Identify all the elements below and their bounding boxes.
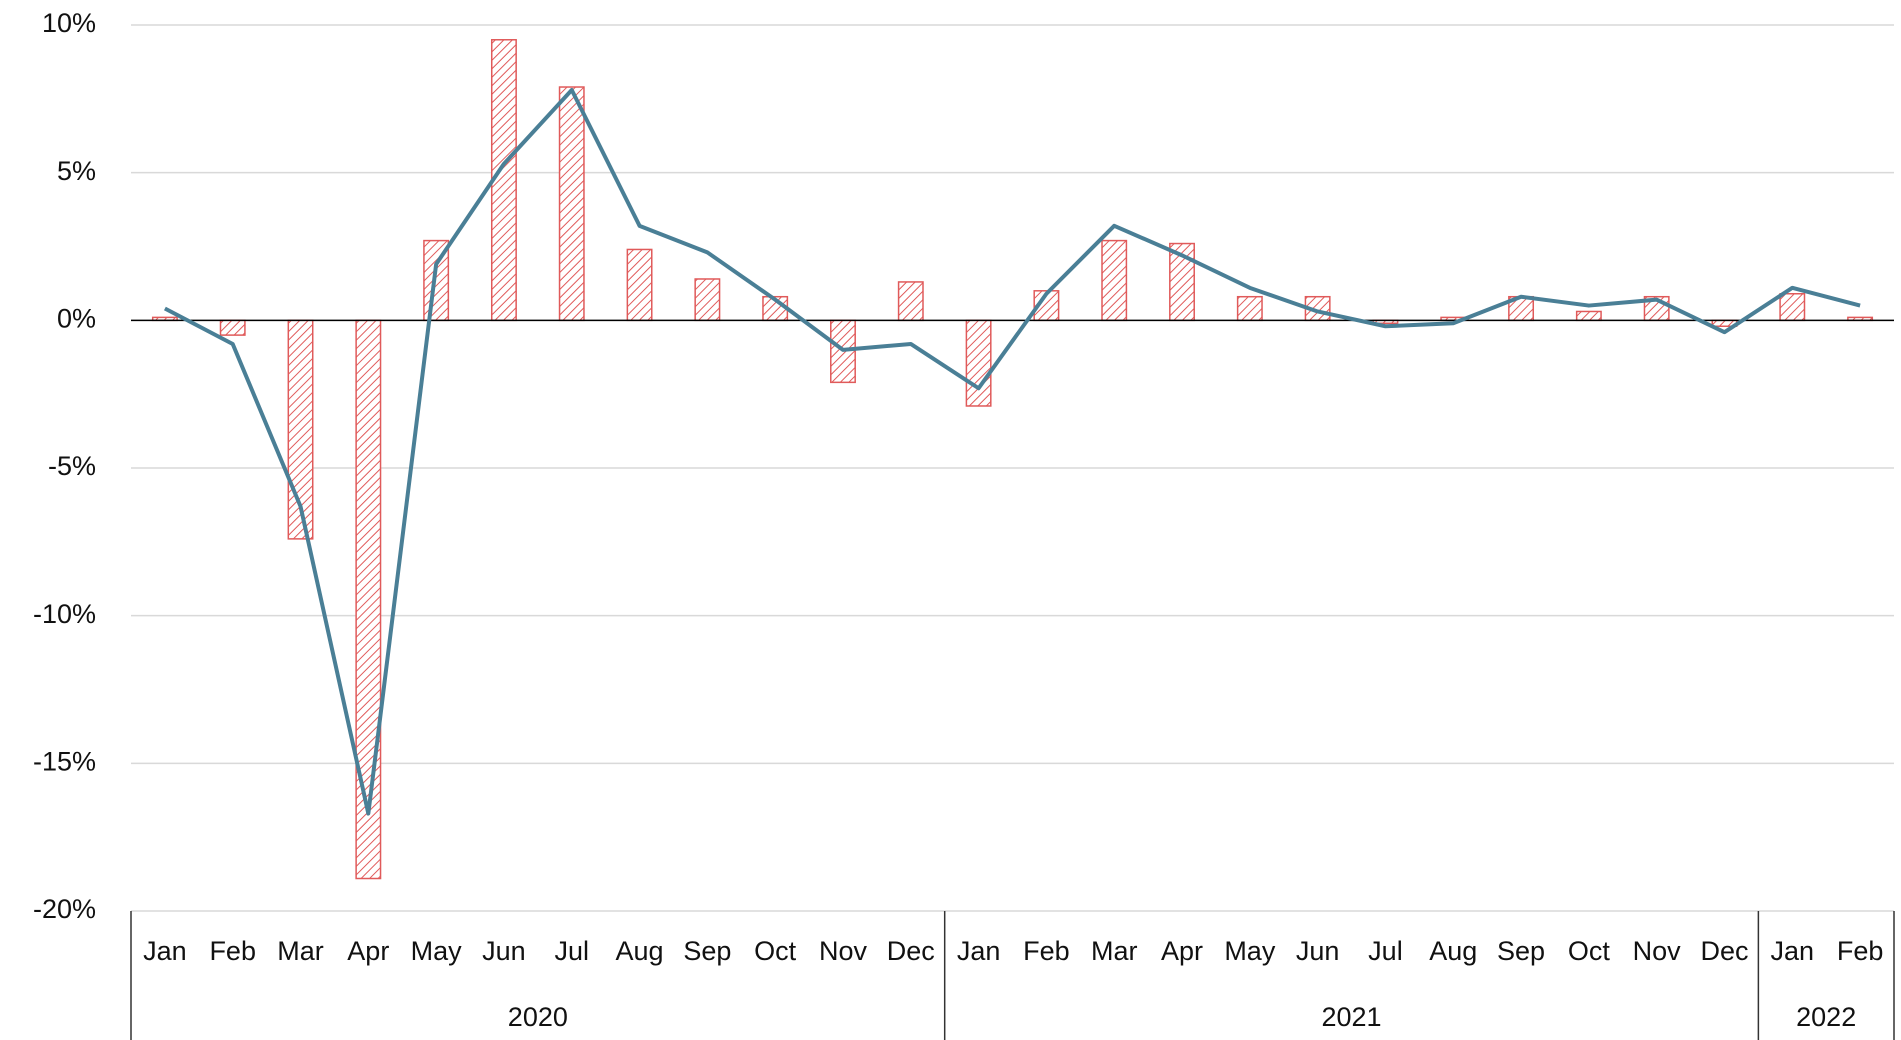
bar [1236,295,1263,322]
y-tick-label: 5% [57,156,96,186]
y-tick-label: 10% [42,8,96,38]
year-label: 2020 [508,1002,568,1032]
line [163,87,1861,816]
bar [1169,242,1195,322]
x-tick-label: Sep [1497,936,1545,966]
x-tick-label: Oct [754,936,797,966]
x-tick-label: Jan [143,936,187,966]
bar [355,319,382,880]
bar [897,281,924,322]
y-tick-label: -10% [33,599,96,629]
x-tick-label: Feb [1023,936,1070,966]
x-tick-label: Nov [819,936,868,966]
bar [558,86,585,322]
bar [219,319,246,336]
bar [965,319,992,407]
x-tick-label: Dec [1700,936,1748,966]
x-tick-label: Jun [482,936,526,966]
x-tick-label: Oct [1568,936,1611,966]
x-tick-label: Jan [1771,936,1815,966]
year-label: 2021 [1321,1002,1381,1032]
x-tick-label: Mar [277,936,324,966]
bar [1779,293,1806,322]
bar [1575,310,1602,322]
x-tick-label: May [411,936,463,966]
x-tick-label: May [1224,936,1276,966]
x-tick-label: Sep [683,936,731,966]
x-tick-label: Apr [347,936,389,966]
x-tick-label: Aug [1429,936,1477,966]
bar [694,278,721,322]
bar [490,39,517,322]
bar [1101,239,1128,322]
x-tick-label: Jul [554,936,589,966]
x-tick-label: Feb [209,936,256,966]
x-tick-label: Jul [1368,936,1403,966]
year-label: 2022 [1796,1002,1856,1032]
bar [626,248,653,322]
x-tick-label: Nov [1633,936,1682,966]
x-tick-label: Jan [957,936,1001,966]
x-tick-label: Dec [887,936,935,966]
x-tick-label: Apr [1161,936,1203,966]
y-tick-label: -15% [33,746,96,776]
y-tick-label: 0% [57,303,96,333]
x-tick-label: Jun [1296,936,1340,966]
y-tick-label: -5% [48,451,96,481]
x-tick-label: Mar [1091,936,1138,966]
x-tick-label: Feb [1837,936,1884,966]
y-tick-label: -20% [33,894,96,924]
x-tick-label: Aug [616,936,664,966]
